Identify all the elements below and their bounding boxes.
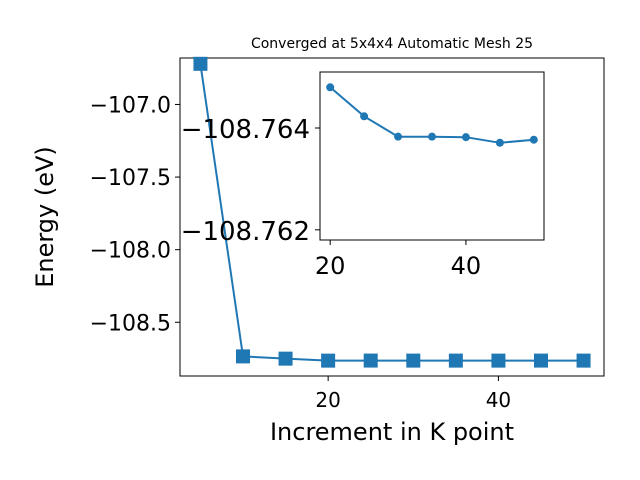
inset-data-point (529, 135, 538, 144)
inset-data-point (394, 132, 403, 141)
inset-data-point (326, 83, 335, 92)
main-data-point (193, 56, 208, 71)
main-x-axis-label: Increment in K point (270, 418, 514, 446)
inset-background (320, 72, 544, 240)
main-y-tick-label: −107.5 (90, 166, 171, 191)
main-data-point (406, 353, 421, 368)
inset-y-ticks: −108.764 −108.762 (181, 115, 320, 247)
main-data-point (363, 353, 378, 368)
main-data-point (533, 353, 548, 368)
inset-data-point (495, 138, 504, 147)
main-plot-frame (179, 57, 605, 377)
main-series-line (199, 63, 584, 362)
main-y-tick-label: −108.0 (90, 239, 171, 264)
inset-plot-frame (319, 71, 545, 241)
main-data-point (278, 351, 293, 366)
inset-data-point (360, 112, 369, 121)
main-series (193, 56, 591, 368)
main-x-tick-label: 20 (315, 388, 340, 412)
main-data-point (321, 353, 336, 368)
main-data-point (448, 353, 463, 368)
main-x-ticks: 20 40 (315, 376, 511, 412)
inset-x-tick-label: 20 (315, 252, 346, 280)
inset-data-point (428, 132, 436, 141)
main-data-point (236, 349, 251, 364)
inset-series (326, 83, 538, 147)
main-y-axis-label: Energy (eV) (31, 146, 59, 288)
inset-y-tick-label: −108.762 (181, 217, 310, 247)
main-y-ticks: −107.0 −107.5 −108.0 −108.5 (90, 93, 180, 336)
main-data-point (491, 353, 506, 368)
main-x-tick-label: 40 (486, 388, 511, 412)
inset-x-ticks: 20 40 (315, 240, 481, 280)
inset-y-tick-label: −108.764 (181, 115, 310, 145)
inset-x-tick-label: 40 (451, 252, 482, 280)
inset-data-point (461, 133, 470, 142)
main-y-tick-label: −108.5 (90, 311, 171, 336)
main-data-point (576, 353, 591, 368)
main-y-tick-label: −107.0 (90, 93, 171, 118)
main-chart-title: Converged at 5x4x4 Automatic Mesh 25 (251, 36, 533, 52)
